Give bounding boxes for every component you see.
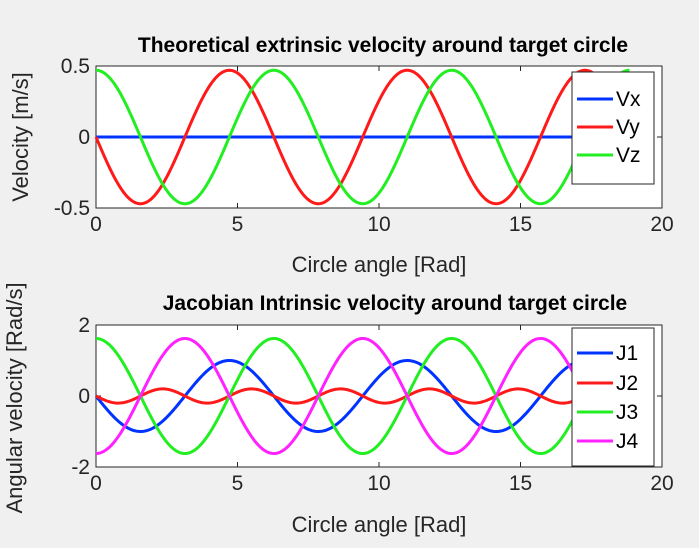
legend-label-vz: Vz xyxy=(616,144,641,167)
series-line-vz xyxy=(95,68,630,206)
x-tick-label: 10 xyxy=(367,472,390,495)
legend-label-j3: J3 xyxy=(616,401,638,424)
x-tick-label: 5 xyxy=(232,472,244,495)
extrinsic-velocity-chart: Theoretical extrinsic velocity around ta… xyxy=(8,34,674,277)
x-tick-label: 15 xyxy=(509,213,532,236)
y-tick-label: -0.5 xyxy=(54,197,90,220)
x-tick-label: 0 xyxy=(90,472,102,495)
x-tick-label: 5 xyxy=(232,213,244,236)
legend-label-j1: J1 xyxy=(616,342,638,365)
y-tick-label: 0 xyxy=(78,385,90,408)
x-tick-label: 10 xyxy=(367,213,390,236)
tick-layer: 0 5 10 15 20-0.500.5 xyxy=(54,55,674,236)
legend-label-j2: J2 xyxy=(616,372,638,395)
legend-label-j4: J4 xyxy=(616,430,639,453)
y-tick-label: 0 xyxy=(78,126,90,149)
series-line-j3 xyxy=(95,336,630,456)
y-tick-label: 2 xyxy=(78,314,90,337)
series-line-j2 xyxy=(95,387,631,405)
series-layer xyxy=(94,68,631,206)
chart-title: Jacobian Intrinsic velocity around targe… xyxy=(163,292,627,315)
x-axis-label: Circle angle [Rad] xyxy=(292,512,467,537)
series-line-vy xyxy=(94,68,631,206)
legend: Vx Vy Vz xyxy=(571,71,655,185)
legend-label-vx: Vx xyxy=(616,88,641,111)
y-tick-label: 0.5 xyxy=(61,55,90,78)
legend: J1 J2 J3 J4 xyxy=(571,327,655,467)
x-tick-label: 0 xyxy=(90,213,102,236)
y-axis-label: Angular velocity [Rad/s] xyxy=(2,282,27,513)
series-line-j4 xyxy=(95,336,630,456)
intrinsic-velocity-chart: Jacobian Intrinsic velocity around targe… xyxy=(2,282,674,537)
legend-box xyxy=(571,327,655,467)
tick-layer: 0 5 10 15 20-202 xyxy=(71,314,673,495)
series-layer xyxy=(94,336,631,456)
legend-label-vy: Vy xyxy=(616,116,640,139)
x-axis-label: Circle angle [Rad] xyxy=(292,252,467,277)
chart-title: Theoretical extrinsic velocity around ta… xyxy=(138,34,628,57)
x-tick-label: 20 xyxy=(650,213,673,236)
x-tick-label: 15 xyxy=(509,472,532,495)
x-tick-label: 20 xyxy=(650,472,673,495)
y-axis-label: Velocity [m/s] xyxy=(8,72,33,202)
y-tick-label: -2 xyxy=(71,456,90,479)
